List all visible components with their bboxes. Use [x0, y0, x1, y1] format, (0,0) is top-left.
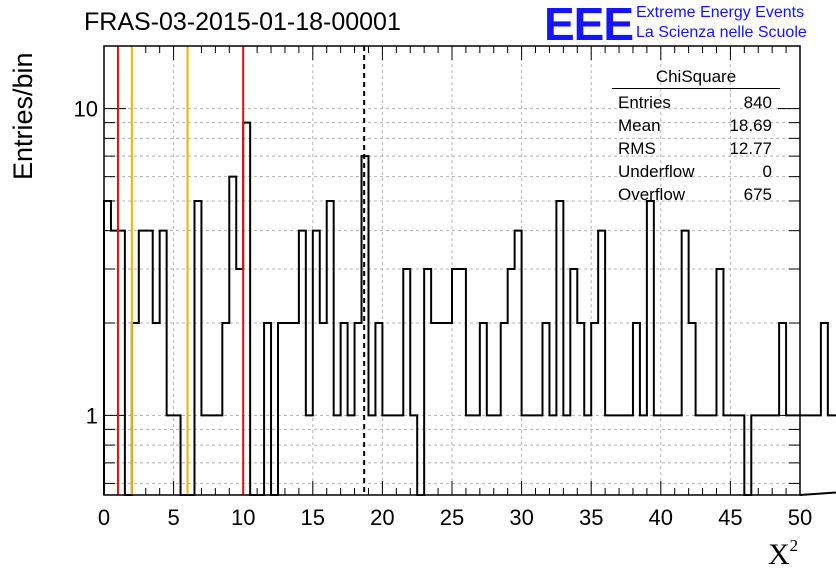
stats-label: Entries [618, 93, 671, 112]
logo-caption: Extreme Energy Events La Scienza nelle S… [636, 3, 807, 43]
x-tick-label: 25 [440, 505, 464, 530]
histogram-line [103, 121, 836, 496]
stats-title: ChiSquare [612, 66, 780, 89]
x-tick-label: 20 [370, 505, 394, 530]
stats-value: 12.77 [729, 139, 772, 158]
x-tick-label: 0 [98, 505, 110, 530]
stats-row-underflow: Underflow 0 [612, 160, 780, 183]
x-axis-label-base: X [768, 538, 790, 571]
x-axis-label: X2 [768, 536, 798, 572]
x-tick-label: 30 [509, 505, 533, 530]
logo-caption-line1: Extreme Energy Events [636, 4, 805, 21]
stats-row-mean: Mean 18.69 [612, 114, 780, 137]
x-tick-label: 40 [649, 505, 673, 530]
stats-value: 0 [762, 162, 772, 181]
x-axis-label-superscript: 2 [789, 536, 799, 555]
stats-label: Mean [618, 116, 661, 135]
x-tick-label: 10 [231, 505, 255, 530]
x-tick-label: 5 [167, 505, 179, 530]
stats-row-entries: Entries 840 [612, 91, 780, 114]
x-tick-label: 45 [718, 505, 742, 530]
x-tick-label: 50 [788, 505, 812, 530]
y-axis-label: Entries/bin [8, 52, 38, 180]
x-tick-label: 35 [579, 505, 603, 530]
logo-caption-line2: La Scienza nelle Scuole [636, 24, 807, 41]
stats-row-overflow: Overflow 675 [612, 183, 780, 206]
stats-value: 840 [743, 93, 772, 112]
stats-box: ChiSquare Entries 840 Mean 18.69 RMS 12.… [612, 66, 780, 206]
stats-value: 675 [743, 185, 772, 204]
stats-value: 18.69 [729, 116, 772, 135]
y-tick-label: 10 [74, 97, 98, 122]
plot-frame [103, 45, 801, 496]
stats-label: Overflow [618, 185, 686, 204]
eee-logo: EEE [544, 0, 634, 50]
stats-row-rms: RMS 12.77 [612, 137, 780, 160]
y-tick-label: 1 [86, 403, 98, 428]
stats-label: RMS [618, 139, 656, 158]
stats-label: Underflow [618, 162, 695, 181]
x-tick-label: 15 [301, 505, 325, 530]
run-title: FRAS-03-2015-01-18-00001 [84, 8, 401, 36]
